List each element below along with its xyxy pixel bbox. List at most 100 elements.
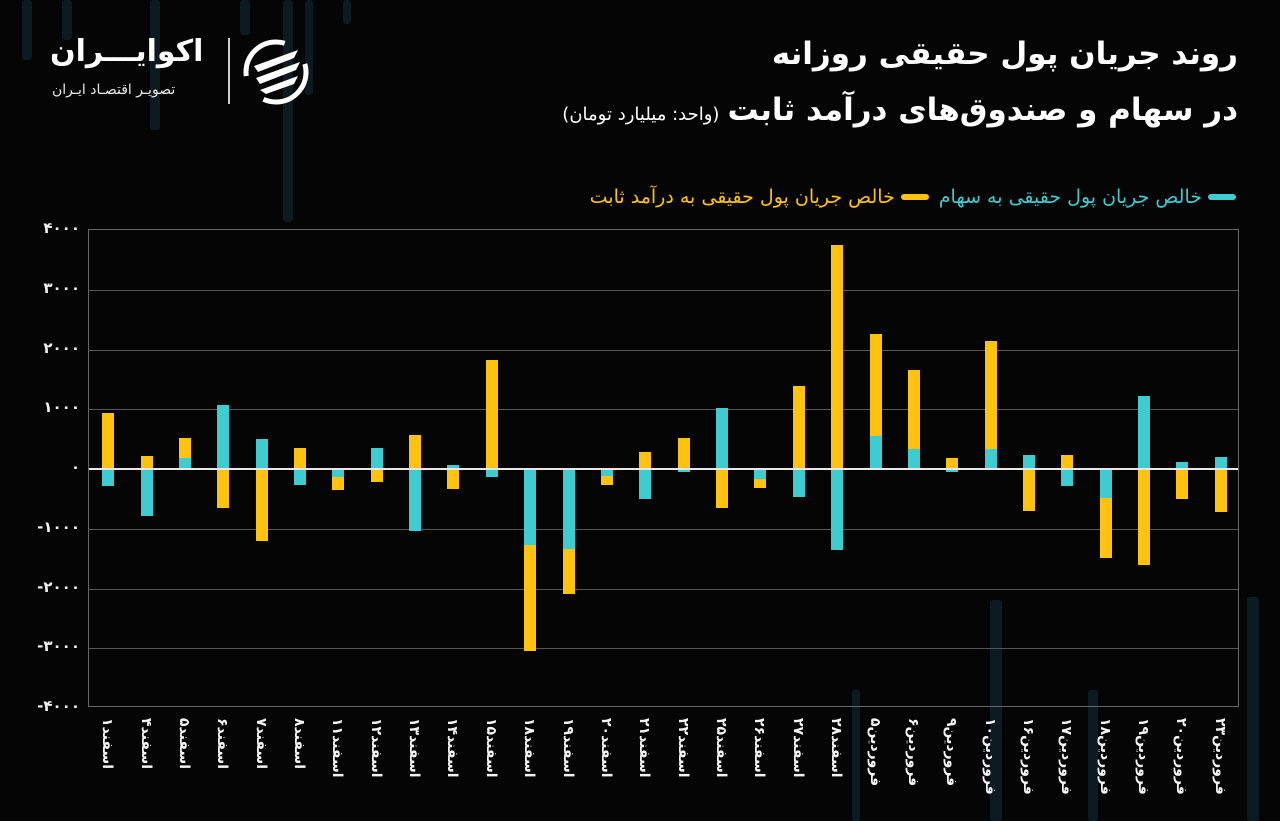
bar-fixed-income [409,434,422,469]
x-tick-text: اسفند۲۸ [828,718,845,778]
bar-fixed-income [754,479,767,489]
x-tick-label: اسفند۵ [174,718,194,813]
y-tick-label: ۰ [70,458,80,476]
x-tick-text: اسفند۱۱ [329,718,346,778]
bar-equity [370,448,383,469]
bar-equity [485,469,498,478]
bar-equity [409,469,422,532]
x-tick-label: اسفند۷ [251,718,271,813]
y-tick-label: -۳۰۰۰ [37,637,80,656]
x-tick-label: اسفند۴ [136,718,156,813]
bar-fixed-income [716,469,729,508]
bar-equity [1176,462,1189,469]
bar-fixed-income [639,452,652,469]
x-tick-label: فروردین۵ [865,718,885,813]
x-tick-label: اسفند۱۸ [519,718,539,813]
y-tick-label: -۱۰۰۰ [37,517,80,536]
legend-item-fixed-income: خالص جریان پول حقیقی به درآمد ثابت [590,186,929,208]
bar-equity [1022,454,1035,469]
bar-fixed-income [178,437,191,459]
bar-fixed-income [102,412,115,469]
bar-fixed-income [447,469,460,490]
x-tick-label: اسفند۲۸ [826,718,846,813]
bar-fixed-income [332,476,345,490]
x-tick-label: فروردین۱۰ [980,718,1000,813]
x-tick-label: اسفند۲۱ [634,718,654,813]
bar-equity [178,458,191,469]
x-tick-label: اسفند۶ [212,718,232,813]
zero-line [89,468,1238,470]
bar-fixed-income [1061,455,1074,469]
x-tick-text: فروردین۱۰ [981,718,998,795]
bar-fixed-income [1022,469,1035,511]
bar-equity [600,469,613,476]
x-tick-text: اسفند۲۵ [713,718,730,778]
x-tick-label: فروردین۶ [903,718,923,813]
x-tick-text: اسفند۱ [99,718,116,769]
brand-logo: اکوایـــران تصویـر اقتصـاد ایـران [50,34,310,110]
x-tick-label: اسفند۱۳ [404,718,424,813]
x-tick-label: اسفند۲۶ [749,718,769,813]
y-tick-label: -۴۰۰۰ [37,697,80,715]
bar-equity [946,469,959,472]
x-tick-text: اسفند۱۵ [482,718,499,778]
x-tick-text: فروردین۲۳ [1211,718,1228,795]
y-tick-label: -۲۰۰۰ [37,577,80,596]
plot-area [88,229,1239,707]
x-tick-text: فروردین۹ [943,718,960,787]
bar-fixed-income [255,469,268,541]
bar-equity [1061,469,1074,486]
bar-equity [562,469,575,550]
bar-fixed-income [907,369,920,449]
bar-equity [754,469,767,480]
gridline [89,588,1238,590]
x-tick-label: فروردین۱۷ [1056,718,1076,813]
y-tick-label: ۴۰۰۰ [43,219,80,237]
bar-fixed-income [677,437,690,469]
x-tick-label: اسفند۲۷ [788,718,808,813]
x-tick-text: اسفند۱۸ [521,718,538,778]
x-tick-text: اسفند۲۶ [751,718,768,778]
unit-label: (واحد: میلیارد تومان) [562,104,720,125]
bar-equity [1138,396,1151,469]
x-tick-text: فروردین۱۹ [1135,718,1152,795]
x-tick-label: فروردین۱۶ [1018,718,1038,813]
bar-equity [869,436,882,469]
x-tick-label: اسفند۱۹ [558,718,578,813]
bar-equity [294,469,307,485]
logo-tagline: تصویـر اقتصـاد ایـران [52,82,176,98]
bar-equity [102,469,115,486]
bar-equity [524,469,537,546]
x-tick-label: فروردین۱۸ [1095,718,1115,813]
gridline [89,349,1238,351]
x-tick-text: اسفند۲۲ [674,718,691,778]
legend-label-fixed-income: خالص جریان پول حقیقی به درآمد ثابت [589,186,895,208]
bar-fixed-income [869,333,882,437]
chart-title: روند جریان پول حقیقی روزانه [771,36,1238,72]
x-tick-text: فروردین۲۰ [1173,718,1190,795]
bar-equity [1214,457,1227,469]
bar-fixed-income [140,456,153,469]
bar-fixed-income [984,340,997,449]
x-tick-text: اسفند۲۷ [789,718,806,778]
bar-equity [447,464,460,469]
y-tick-label: ۱۰۰۰ [43,398,80,417]
legend-swatch-equity [1208,194,1236,200]
x-tick-text: اسفند۱۳ [406,718,423,778]
y-tick-label: ۳۰۰۰ [43,278,80,297]
bar-fixed-income [485,359,498,469]
bar-equity [255,439,268,469]
bar-fixed-income [217,469,230,508]
header: روند جریان پول حقیقی روزانه در سهام و صن… [0,0,1280,160]
x-tick-label: اسفند۸ [289,718,309,813]
gridline [89,648,1238,650]
x-tick-label: فروردین۹ [941,718,961,813]
bar-fixed-income [370,469,383,482]
x-tick-label: اسفند۲۵ [711,718,731,813]
x-tick-text: فروردین۱۸ [1096,718,1113,795]
x-tick-label: اسفند۲۲ [673,718,693,813]
bar-fixed-income [562,549,575,594]
bar-equity [792,469,805,498]
x-tick-label: اسفند۱ [97,718,117,813]
x-tick-label: اسفند۱۵ [481,718,501,813]
